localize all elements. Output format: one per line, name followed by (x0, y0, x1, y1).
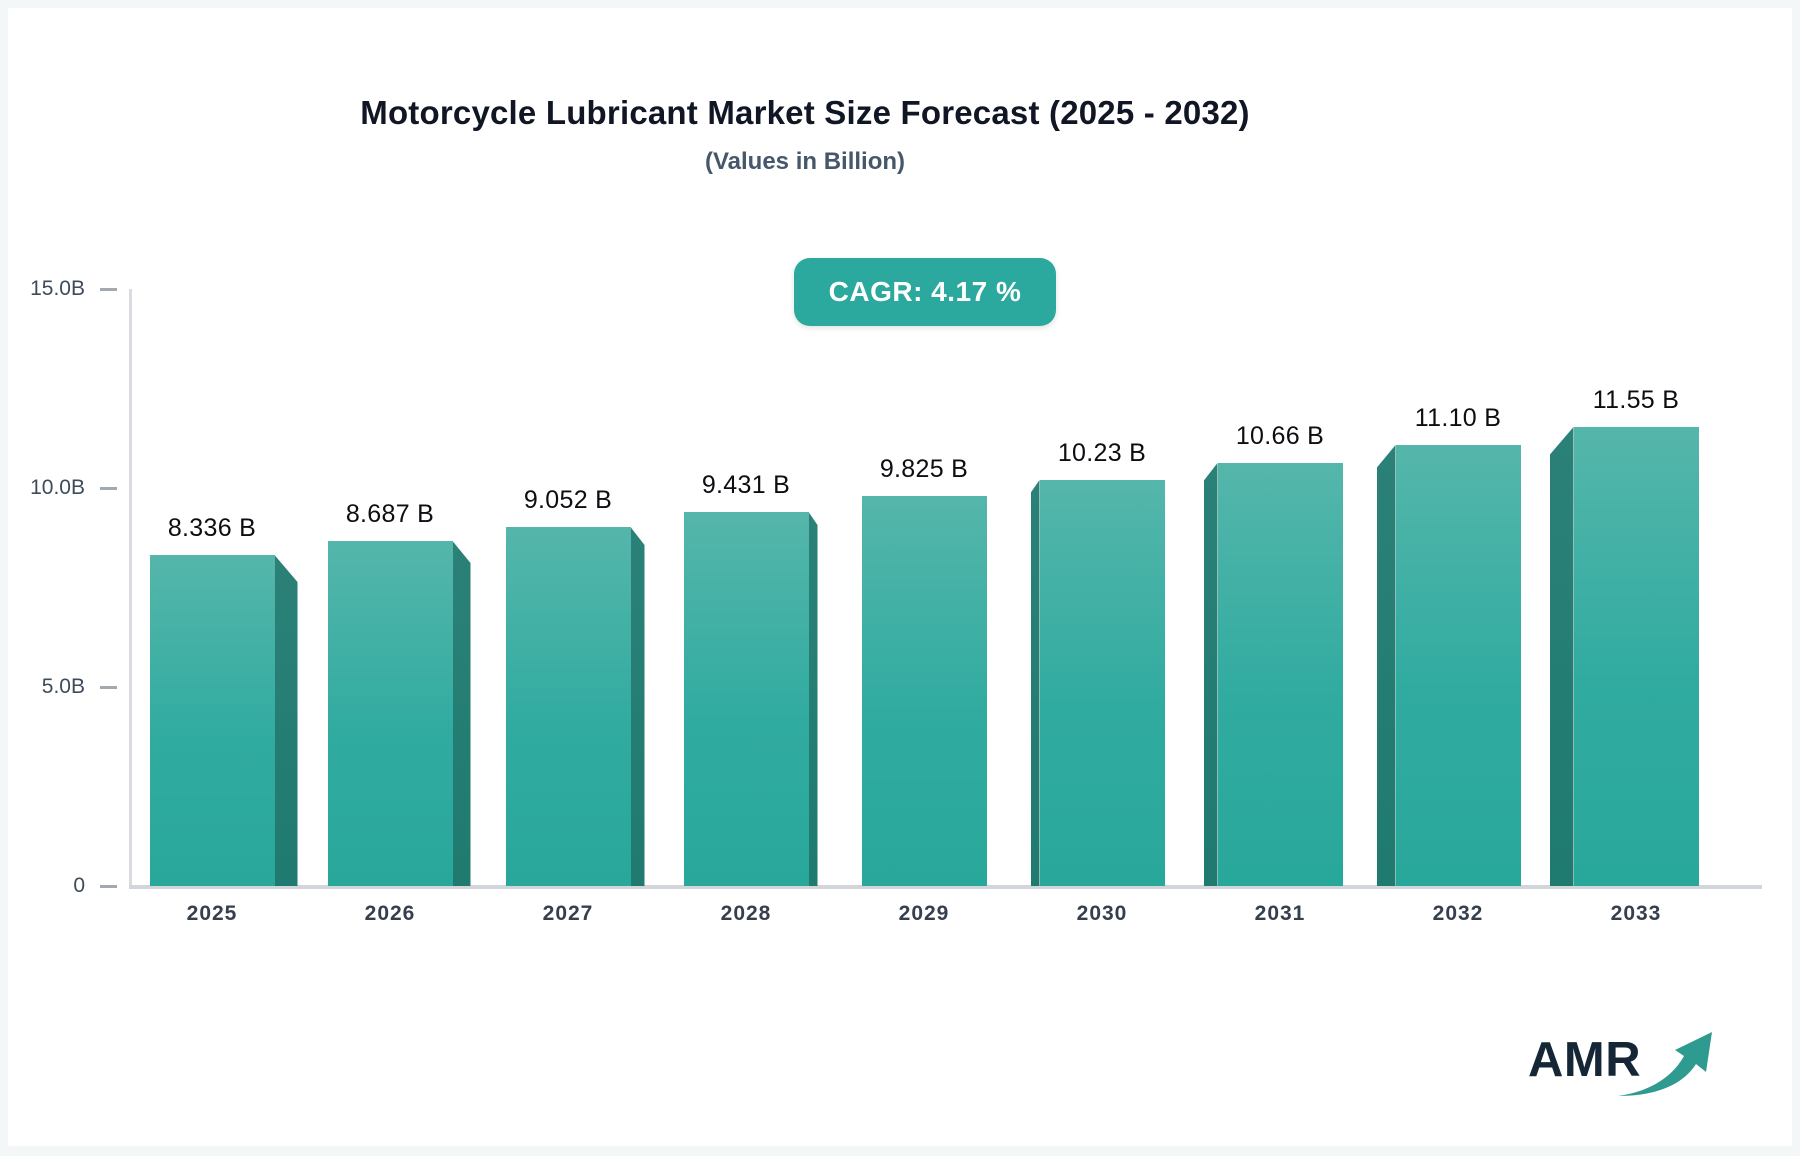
y-tick-mark (100, 288, 117, 291)
x-tick-label: 2027 (542, 902, 594, 925)
bar-value-label: 9.052 B (523, 486, 613, 514)
bar-3d-side (274, 555, 298, 886)
bar-3d-side (1549, 427, 1574, 886)
bar[interactable] (1039, 480, 1165, 886)
bar[interactable] (1573, 427, 1699, 886)
amr-logo: AMR (1528, 1032, 1712, 1112)
bar-3d-side (630, 527, 645, 886)
bar[interactable] (861, 496, 987, 886)
bar-value-label: 11.55 B (1592, 386, 1680, 414)
y-tick-mark (100, 885, 117, 888)
bar[interactable] (1395, 445, 1521, 886)
bar-3d-side (808, 512, 818, 886)
x-tick-label: 2032 (1432, 902, 1484, 925)
cagr-badge-label: CAGR: 4.17 % (828, 276, 1022, 307)
bar-value-label: 11.10 B (1414, 404, 1502, 432)
bar-value-label: 10.66 B (1235, 422, 1325, 450)
bar-value-label: 9.431 B (701, 471, 791, 499)
bar-3d-side (1376, 445, 1396, 886)
amr-logo-text: AMR (1528, 1033, 1642, 1087)
chart-title: Motorcycle Lubricant Market Size Forecas… (360, 94, 1250, 131)
x-axis-line (129, 885, 1762, 889)
bar-3d-side (452, 541, 471, 886)
y-tick-label: 0 (73, 874, 85, 897)
amr-logo-arrow-icon (1618, 1032, 1712, 1096)
cagr-badge: CAGR: 4.17 % (794, 258, 1056, 326)
bar-3d-side (1203, 463, 1218, 886)
y-tick-label: 10.0B (30, 476, 85, 499)
y-tick-label: 15.0B (30, 277, 85, 300)
x-tick-label: 2029 (898, 902, 950, 925)
x-tick-label: 2028 (720, 902, 772, 925)
y-tick-mark (100, 686, 117, 689)
y-axis-line (129, 289, 132, 888)
bar-value-label: 8.687 B (345, 500, 435, 528)
bar[interactable] (505, 527, 631, 886)
x-tick-label: 2031 (1254, 902, 1306, 925)
x-tick-label: 2025 (186, 902, 238, 925)
bar-value-label: 10.23 B (1057, 439, 1147, 467)
x-tick-label: 2026 (364, 902, 416, 925)
bar[interactable] (149, 555, 275, 886)
bar-value-label: 8.336 B (167, 514, 257, 542)
bar-3d-side (1030, 480, 1040, 886)
x-tick-label: 2030 (1076, 902, 1128, 925)
bar[interactable] (1217, 463, 1343, 886)
x-tick-label: 2033 (1610, 902, 1662, 925)
bar-value-label: 9.825 B (879, 455, 969, 483)
bar[interactable] (327, 541, 453, 886)
y-tick-label: 5.0B (41, 675, 85, 698)
chart-subtitle: (Values in Billion) (704, 148, 906, 175)
bar[interactable] (683, 512, 809, 886)
y-tick-mark (100, 487, 117, 490)
